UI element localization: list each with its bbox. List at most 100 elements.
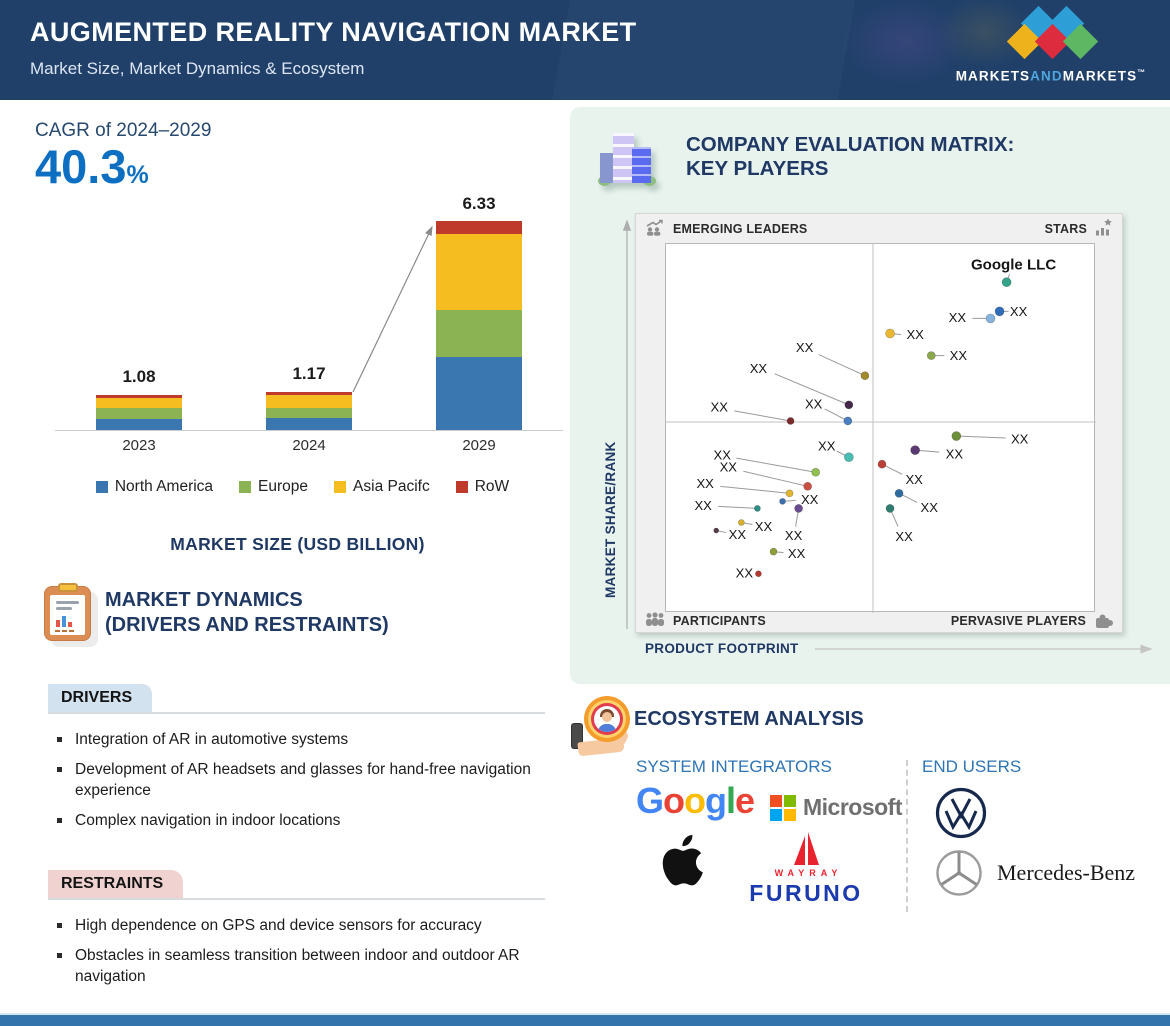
logo-and: AND: [1030, 68, 1063, 84]
market-dynamics-heading: MARKET DYNAMICS (DRIVERS AND RESTRAINTS): [44, 583, 389, 641]
logo-tm: ™: [1137, 68, 1147, 77]
furuno-wordmark: FURUNO: [749, 880, 863, 906]
matrix-y-axis-label: MARKET SHARE/RANK: [603, 441, 618, 598]
wayray-arrow-icon: [794, 832, 819, 865]
ecosystem-icon: [572, 696, 634, 758]
matrix-point-label: XX: [696, 476, 714, 491]
bar-total-label: 6.33: [462, 194, 496, 214]
header: AUGMENTED REALITY NAVIGATION MARKET Mark…: [0, 0, 1170, 100]
market-size-bar-chart: 1.08 2023 1.17 2024 6.33 2029: [55, 191, 563, 454]
matrix-point-label: XX: [796, 340, 814, 355]
matrix-point-label: XX: [818, 439, 836, 454]
phone-icon: [572, 724, 582, 748]
matrix-point: [785, 489, 794, 498]
drivers-list: Integration of AR in automotive systems …: [48, 729, 545, 831]
clipboard-dash: [62, 630, 67, 632]
matrix-point: [885, 328, 895, 339]
bar-segment: [436, 357, 522, 430]
quadrant-label-participants: PARTICIPANTS: [673, 614, 766, 628]
cagr-value: 40.3%: [35, 142, 211, 191]
bar-segment: [96, 398, 182, 409]
clipboard-clip: [57, 583, 78, 592]
bar-segment: [96, 408, 182, 419]
clipboard-dash: [69, 630, 74, 632]
legend-item: Asia Pacifc: [334, 478, 430, 496]
wayray-furuno-logos: WAYRAY FURUNO: [733, 832, 879, 907]
matrix-point-label: XX: [946, 447, 964, 462]
end-users-label: END USERS: [922, 757, 1022, 776]
avatar-torso: [598, 724, 616, 732]
matrix-point: [985, 313, 996, 324]
bar-segment: [436, 310, 522, 358]
bar-segment: [266, 407, 352, 418]
dynamics-title-line1: MARKET DYNAMICS: [105, 589, 303, 611]
ms-square-green: [784, 794, 796, 807]
market-dynamics-title: MARKET DYNAMICS (DRIVERS AND RESTRAINTS): [105, 586, 389, 638]
bar-total-label: 1.17: [292, 364, 326, 384]
matrix-point: [769, 547, 778, 556]
matrix-point-label: XX: [906, 327, 924, 342]
restraint-item: Obstacles in seamless transition between…: [48, 945, 545, 987]
clipboard-dash: [55, 630, 60, 632]
matrix-point-label: Google LLC: [971, 257, 1056, 274]
tower-middle: [613, 133, 634, 183]
bar-total-label: 1.08: [122, 367, 156, 387]
matrix-point-label: XX: [755, 519, 773, 534]
matrix-point-label: XX: [950, 348, 968, 363]
microsoft-squares-icon: [770, 794, 796, 821]
ms-square-blue: [770, 808, 782, 821]
legend-item: Europe: [239, 478, 308, 496]
matrix-point: [779, 498, 786, 505]
google-letter: l: [726, 780, 736, 821]
mercedes-logo: Mercedes-Benz: [934, 848, 1135, 898]
tower-right: [632, 147, 651, 183]
driver-item: Complex navigation in indoor locations: [48, 810, 545, 831]
apple-logo: [655, 830, 709, 897]
matrix-point: [794, 504, 803, 513]
bar-category-label: 2024: [292, 437, 326, 454]
participants-icon: [645, 612, 665, 630]
matrix-point-label: XX: [805, 396, 823, 411]
matrix-scatter-svg: Google LLC XX XX XX XX XX XX XX XX XX XX XX XX XX XX XX…: [666, 244, 1096, 613]
cagr-number: 40.3: [35, 140, 127, 193]
leader-line: [774, 373, 850, 406]
column-divider: [906, 760, 908, 912]
matrix-point: [910, 445, 920, 455]
legend-label: Europe: [258, 478, 309, 495]
matrix-x-axis: PRODUCT FOOTPRINT: [645, 641, 1160, 656]
drivers-block: DRIVERS Integration of AR in automotive …: [48, 684, 545, 840]
clipboard-bar: [62, 616, 66, 627]
matrix-point-label: XX: [801, 492, 819, 507]
restraint-item: High dependence on GPS and device sensor…: [48, 915, 545, 936]
clipboard-bar: [68, 622, 72, 627]
bar-segment: [96, 394, 182, 399]
matrix-point: [786, 417, 795, 425]
matrix-point: [926, 351, 936, 360]
matrix-point: [803, 481, 812, 491]
leader-line: [736, 457, 816, 473]
matrix-point-label: XX: [788, 546, 806, 561]
company-evaluation-panel: COMPANY EVALUATION MATRIX: KEY PLAYERS M…: [570, 107, 1170, 684]
evaluation-matrix-title: COMPANY EVALUATION MATRIX: KEY PLAYERS: [686, 133, 1014, 181]
matrix-point: [885, 504, 895, 513]
tower-left: [600, 153, 615, 183]
matrix-x-axis-label: PRODUCT FOOTPRINT: [645, 641, 799, 656]
ms-square-red: [770, 794, 782, 807]
drivers-tab: DRIVERS: [48, 684, 153, 712]
matrix-point: [951, 431, 962, 441]
bar-2024: [266, 391, 352, 430]
matrix-footer-row: PARTICIPANTS PERVASIVE PLAYERS: [636, 610, 1122, 632]
restraints-tab-row: RESTRAINTS: [48, 870, 545, 900]
legend-label: Asia Pacifc: [353, 478, 430, 495]
dynamics-title-line2: (DRIVERS AND RESTRAINTS): [105, 614, 389, 636]
matrix-point-label: XX: [694, 498, 712, 513]
logo-diamonds-icon: [946, 5, 1156, 62]
restraints-list: High dependence on GPS and device sensor…: [48, 915, 545, 987]
matrix-point-label: XX: [729, 527, 747, 542]
bar-segment: [436, 221, 522, 235]
matrix-point: [994, 306, 1005, 317]
chart-legend: North America Europe Asia Pacifc RoW: [40, 478, 565, 496]
mercedes-wordmark: Mercedes-Benz: [997, 860, 1136, 885]
logo-markets2: MARKETS: [1062, 68, 1138, 84]
